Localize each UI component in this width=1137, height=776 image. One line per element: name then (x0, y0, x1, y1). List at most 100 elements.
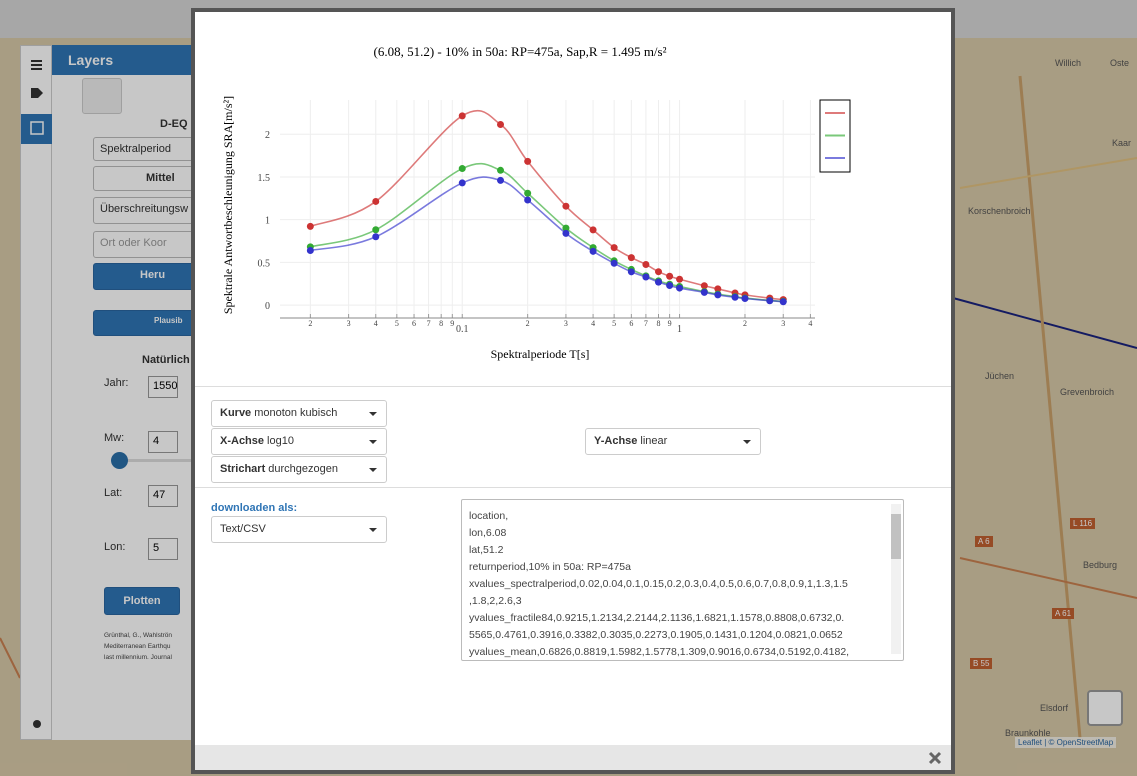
y-axis-label: Spektrale Antwortbeschleunigung SRA[m/s²… (221, 96, 235, 314)
data-point (590, 248, 597, 255)
data-point (459, 112, 466, 119)
csv-line: yvalues_mean,0.6826,0.8819,1.5982,1.5778… (469, 644, 903, 661)
data-point (611, 244, 618, 251)
y-tick-label: 0 (265, 301, 270, 312)
separator (195, 386, 951, 387)
data-point (642, 261, 649, 268)
x-tick-label: 2 (526, 319, 530, 328)
data-point (524, 158, 531, 165)
page: {"sidebar": {"title": "Layers", "heading… (0, 0, 1137, 776)
x-tick-label: 2 (308, 319, 312, 328)
x-tick-label: 2 (743, 319, 747, 328)
close-button[interactable] (925, 748, 945, 768)
data-point (628, 268, 635, 275)
chart-title: (6.08, 51.2) - 10% in 50a: RP=475a, Sap,… (374, 44, 667, 59)
x-tick-label: 4 (374, 319, 378, 328)
data-point (741, 295, 748, 302)
data-point (524, 197, 531, 204)
dropdown-label: Strichart (220, 463, 265, 475)
data-point (590, 226, 597, 233)
data-point (655, 268, 662, 275)
data-point (562, 230, 569, 237)
data-point (766, 297, 773, 304)
caret (369, 440, 377, 444)
x-tick-label: 7 (644, 319, 648, 328)
y-tick-label: 1 (265, 216, 270, 227)
dropdown-value: Text/CSV (220, 523, 266, 535)
dropdown-value: log10 (267, 435, 294, 447)
series-line (310, 111, 783, 300)
x-tick-label: 5 (395, 319, 399, 328)
data-point (497, 167, 504, 174)
data-point (642, 273, 649, 280)
data-point (676, 285, 683, 292)
data-point (372, 233, 379, 240)
data-point (372, 198, 379, 205)
series-line (310, 177, 783, 302)
data-point (701, 289, 708, 296)
data-point (732, 294, 739, 301)
dropdown-value: monoton kubisch (254, 407, 337, 419)
x-tick-label: 9 (668, 319, 672, 328)
data-point (562, 203, 569, 210)
data-point (497, 177, 504, 184)
data-point (676, 276, 683, 283)
x-tick-label: 7 (427, 319, 431, 328)
data-point (611, 260, 618, 267)
modal: (6.08, 51.2) - 10% in 50a: RP=475a, Sap,… (191, 8, 955, 774)
separator (195, 487, 951, 488)
data-point (628, 254, 635, 261)
download-label: downloaden als: (211, 502, 297, 514)
csv-line: 5565,0.4761,0.3916,0.3382,0.3035,0.2273,… (469, 627, 903, 644)
x-tick-label: 3 (781, 319, 785, 328)
csv-line: returnperiod,10% in 50a: RP=475a (469, 559, 903, 576)
x-tick-label: 8 (439, 319, 443, 328)
y-tick-label: 2 (265, 130, 270, 141)
data-point (372, 226, 379, 233)
x-tick-label: 1 (677, 324, 682, 335)
csv-line: lon,6.08 (469, 525, 903, 542)
csv-line: xvalues_spectralperiod,0.02,0.04,0.1,0.1… (469, 576, 903, 593)
x-tick-label: 6 (629, 319, 633, 328)
data-point (666, 273, 673, 280)
data-point (497, 121, 504, 128)
csv-line: lat,51.2 (469, 542, 903, 559)
data-point (459, 165, 466, 172)
caret (369, 528, 377, 532)
data-point (666, 282, 673, 289)
data-point (307, 223, 314, 230)
x-tick-label: 5 (612, 319, 616, 328)
modal-footer (195, 745, 951, 770)
x-tick-label: 8 (656, 319, 660, 328)
x-tick-label: 3 (564, 319, 568, 328)
x-tick-label: 3 (347, 319, 351, 328)
data-point (307, 247, 314, 254)
y-tick-label: 0.5 (258, 258, 271, 269)
caret (369, 412, 377, 416)
x-tick-label: 9 (450, 319, 454, 328)
y-tick-label: 1.5 (258, 173, 271, 184)
dropdown[interactable]: Text/CSV (211, 516, 387, 543)
dropdown-label: Y-Achse (594, 435, 637, 447)
dropdown-label: X-Achse (220, 435, 264, 447)
x-axis-label: Spektralperiode T[s] (491, 347, 590, 361)
scrollbar (891, 504, 901, 654)
data-point (459, 179, 466, 186)
data-point (714, 291, 721, 298)
x-tick-label: 4 (591, 319, 595, 328)
data-point (524, 190, 531, 197)
csv-line: yvalues_fractile84,0.9215,1.2134,2.2144,… (469, 610, 903, 627)
close-icon (930, 753, 940, 763)
csv-line: location, (469, 508, 903, 525)
caret (743, 440, 751, 444)
dropdown-value: linear (640, 435, 667, 447)
data-point (780, 298, 787, 305)
x-tick-label: 6 (412, 319, 416, 328)
data-point (655, 279, 662, 286)
csv-line: ,1.8,2,2.6,3 (469, 593, 903, 610)
